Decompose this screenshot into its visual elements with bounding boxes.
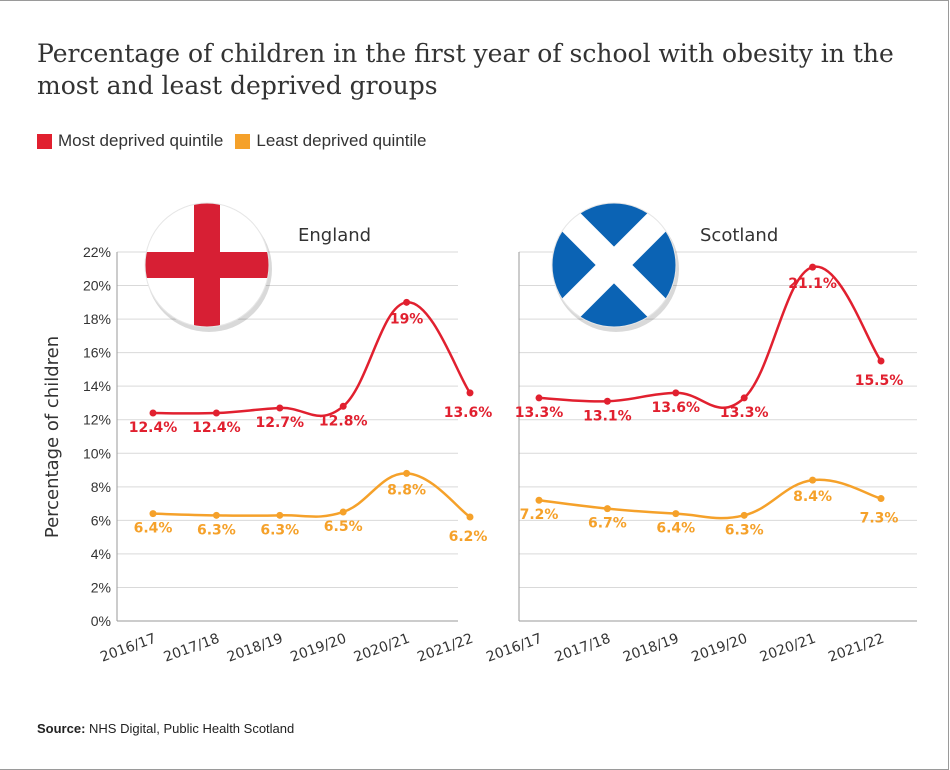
x-tick-label: 2021/22 bbox=[826, 631, 886, 666]
y-tick-label: 6% bbox=[91, 512, 111, 528]
data-label: 12.4% bbox=[129, 420, 178, 436]
flag-cross-horizontal bbox=[145, 252, 269, 278]
data-point bbox=[672, 510, 679, 517]
data-label: 13.1% bbox=[583, 408, 632, 424]
data-label: 6.5% bbox=[324, 519, 363, 535]
data-point bbox=[878, 358, 885, 365]
data-label: 19% bbox=[390, 311, 424, 327]
x-tick-label: 2021/22 bbox=[415, 631, 475, 666]
data-point bbox=[741, 512, 748, 519]
data-label: 6.3% bbox=[260, 522, 299, 538]
x-tick-label: 2016/17 bbox=[484, 631, 544, 666]
flag-body bbox=[145, 203, 269, 327]
x-tick-label: 2019/20 bbox=[288, 631, 348, 666]
data-point bbox=[276, 512, 283, 519]
data-point bbox=[536, 394, 543, 401]
x-tick-label: 2017/18 bbox=[553, 631, 613, 666]
data-point bbox=[672, 389, 679, 396]
data-point bbox=[604, 398, 611, 405]
data-label: 13.6% bbox=[652, 400, 701, 416]
data-point bbox=[878, 495, 885, 502]
y-tick-label: 16% bbox=[83, 345, 111, 361]
y-tick-label: 4% bbox=[91, 546, 111, 562]
data-point bbox=[150, 510, 157, 517]
data-point bbox=[467, 389, 474, 396]
data-point bbox=[741, 394, 748, 401]
data-label: 12.7% bbox=[256, 415, 305, 431]
panel-title: Scotland bbox=[700, 225, 778, 246]
panel-title: England bbox=[298, 225, 371, 246]
x-tick-label: 2020/21 bbox=[758, 631, 818, 666]
data-point bbox=[340, 403, 347, 410]
data-label: 21.1% bbox=[788, 276, 837, 292]
data-label: 6.4% bbox=[134, 521, 173, 537]
x-tick-label: 2017/18 bbox=[162, 631, 222, 666]
data-point bbox=[276, 404, 283, 411]
data-label: 8.4% bbox=[793, 489, 832, 505]
data-point bbox=[536, 497, 543, 504]
y-tick-label: 14% bbox=[83, 378, 111, 394]
x-tick-label: 2019/20 bbox=[689, 631, 749, 666]
data-point bbox=[340, 508, 347, 515]
x-tick-label: 2020/21 bbox=[352, 631, 412, 666]
scotland-flag-icon bbox=[552, 203, 679, 332]
england-flag-icon bbox=[145, 203, 272, 332]
flag-body bbox=[552, 203, 676, 327]
data-point bbox=[150, 410, 157, 417]
y-tick-label: 8% bbox=[91, 479, 111, 495]
x-tick-label: 2016/17 bbox=[98, 631, 158, 666]
data-point bbox=[467, 514, 474, 521]
x-tick-label: 2018/19 bbox=[225, 631, 285, 666]
data-point bbox=[809, 264, 816, 271]
data-label: 6.3% bbox=[197, 522, 236, 538]
data-label: 6.3% bbox=[725, 522, 764, 538]
data-point bbox=[213, 512, 220, 519]
chart-panel-scotland: 2016/17 2017/18 2018/19 2019/20 2020/21 2021/… bbox=[484, 203, 917, 666]
data-point bbox=[403, 299, 410, 306]
x-tick-label: 2018/19 bbox=[621, 631, 681, 666]
data-label: 7.3% bbox=[860, 511, 899, 527]
y-tick-label: 0% bbox=[91, 613, 111, 629]
source-label: Source: bbox=[37, 721, 85, 736]
data-label: 13.3% bbox=[515, 405, 564, 421]
data-label: 13.6% bbox=[444, 405, 493, 421]
y-tick-label: 18% bbox=[83, 311, 111, 327]
data-point bbox=[403, 470, 410, 477]
source-note: Source: NHS Digital, Public Health Scotl… bbox=[37, 721, 294, 736]
y-tick-label: 12% bbox=[83, 412, 111, 428]
data-label: 12.4% bbox=[192, 420, 241, 436]
chart-panel-england: 0% 2% 4% 6% 8% 10% 12% 14% 16% 18% 20% 22% Percentag… bbox=[42, 203, 492, 666]
data-point bbox=[213, 410, 220, 417]
data-label: 6.2% bbox=[449, 529, 488, 545]
y-tick-label: 2% bbox=[91, 579, 111, 595]
y-tick-label: 22% bbox=[83, 244, 111, 260]
data-label: 6.7% bbox=[588, 516, 627, 532]
data-point bbox=[604, 505, 611, 512]
y-tick-label: 20% bbox=[83, 278, 111, 294]
y-axis-label: Percentage of children bbox=[42, 336, 63, 538]
source-text: NHS Digital, Public Health Scotland bbox=[89, 721, 294, 736]
data-point bbox=[809, 477, 816, 484]
data-label: 15.5% bbox=[855, 373, 904, 389]
data-label: 8.8% bbox=[387, 482, 426, 498]
data-label: 7.2% bbox=[520, 507, 559, 523]
data-label: 6.4% bbox=[656, 521, 695, 537]
y-tick-label: 10% bbox=[83, 445, 111, 461]
data-label: 13.3% bbox=[720, 405, 769, 421]
data-label: 12.8% bbox=[319, 413, 368, 429]
